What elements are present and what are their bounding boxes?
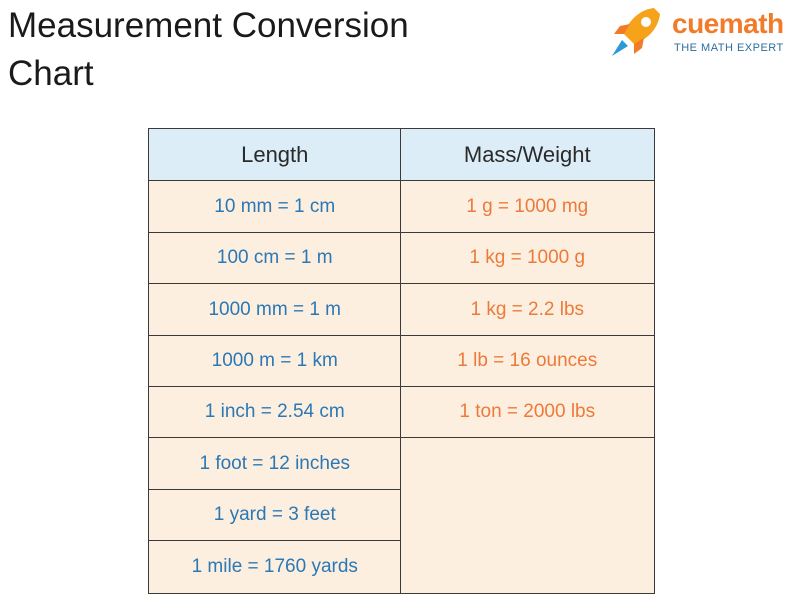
length-cell: 1 inch = 2.54 cm — [148, 386, 402, 439]
mass-cell: 1 kg = 2.2 lbs — [400, 283, 655, 337]
length-cell: 1 yard = 3 feet — [148, 489, 402, 542]
length-cell: 10 mm = 1 cm — [148, 180, 402, 234]
mass-cell: 1 kg = 1000 g — [400, 232, 655, 285]
mass-cell: 1 lb = 16 ounces — [400, 335, 655, 388]
length-cell: 1000 m = 1 km — [148, 335, 402, 388]
logo-name: cuemath — [672, 8, 784, 39]
length-cell: 1 foot = 12 inches — [148, 437, 402, 491]
column-header: Length — [148, 128, 402, 182]
conversion-table: Length Mass/Weight 10 mm = 1 cm 100 cm = 1 … — [148, 128, 655, 594]
title: Measurement Conversion Chart — [8, 6, 409, 93]
length-cell: 1 mile = 1760 yards — [148, 540, 402, 594]
mass-cell: 1 g = 1000 mg — [400, 180, 655, 234]
empty-cell — [400, 437, 655, 594]
length-cell: 1000 mm = 1 m — [148, 283, 402, 337]
logo-tagline: THE MATH EXPERT — [674, 42, 784, 54]
logo-icon — [612, 8, 660, 56]
column-header: Mass/Weight — [400, 128, 655, 182]
logo: cuemath THE MATH EXPERT — [608, 4, 798, 60]
length-cell: 100 cm = 1 m — [148, 232, 402, 285]
mass-cell: 1 ton = 2000 lbs — [400, 386, 655, 439]
